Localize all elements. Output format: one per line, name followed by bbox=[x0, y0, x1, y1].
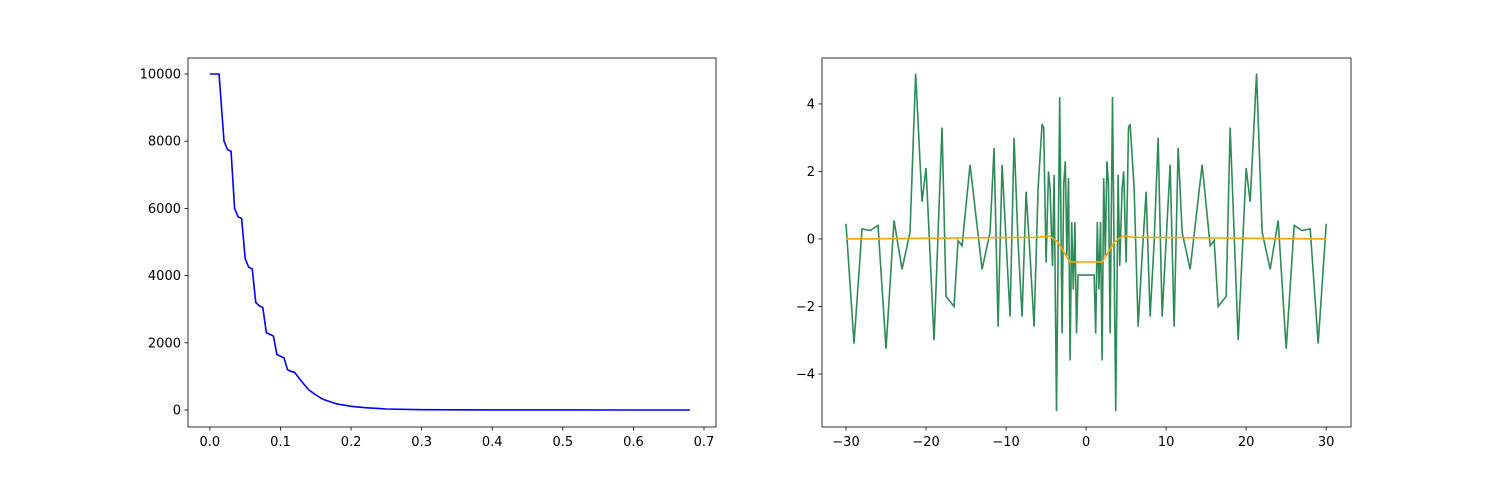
x-tick-label: 0.2 bbox=[341, 435, 362, 450]
x-tick-label: 0 bbox=[1082, 435, 1090, 450]
axes: 0.0 0.1 0.2 0.3 0.4 0.5 0.6 0.7 0 2000 4000 6000 800… bbox=[140, 57, 717, 450]
y-tick-label: −2 bbox=[796, 300, 815, 315]
x-tick-label: 0.4 bbox=[482, 435, 503, 450]
plot-area bbox=[209, 73, 690, 411]
y-tick-label: 2000 bbox=[148, 336, 181, 351]
y-tick-label: 4 bbox=[807, 97, 815, 112]
x-tick-label: 0.6 bbox=[623, 435, 644, 450]
y-tick-label: 10000 bbox=[140, 67, 181, 82]
y-tick-label: 0 bbox=[807, 232, 815, 247]
x-tick-label: 0.0 bbox=[200, 435, 221, 450]
y-tick-label: 6000 bbox=[148, 202, 181, 217]
x-tick-label: 30 bbox=[1318, 435, 1335, 450]
line bbox=[845, 73, 1327, 412]
line bbox=[846, 235, 1327, 263]
y-tick-label: 8000 bbox=[148, 135, 181, 150]
x-tick-label: −10 bbox=[992, 435, 1019, 450]
x-tick-label: 0.7 bbox=[694, 435, 715, 450]
y-tick-label: 2 bbox=[807, 165, 815, 180]
x-tick-label: 0.5 bbox=[552, 435, 573, 450]
line bbox=[209, 73, 690, 411]
x-tick-label: 10 bbox=[1158, 435, 1175, 450]
y-tick-label: 0 bbox=[173, 403, 181, 418]
x-tick-label: 20 bbox=[1238, 435, 1255, 450]
axes-frame bbox=[821, 57, 1352, 428]
x-tick-label: 0.1 bbox=[270, 435, 291, 450]
x-tick-label: 0.3 bbox=[411, 435, 432, 450]
x-tick-label: −30 bbox=[832, 435, 859, 450]
y-tick-label: −4 bbox=[796, 367, 815, 382]
y-tick-label: 4000 bbox=[148, 269, 181, 284]
axes-frame bbox=[187, 57, 717, 428]
plot-area bbox=[845, 73, 1327, 412]
x-tick-label: −20 bbox=[912, 435, 939, 450]
